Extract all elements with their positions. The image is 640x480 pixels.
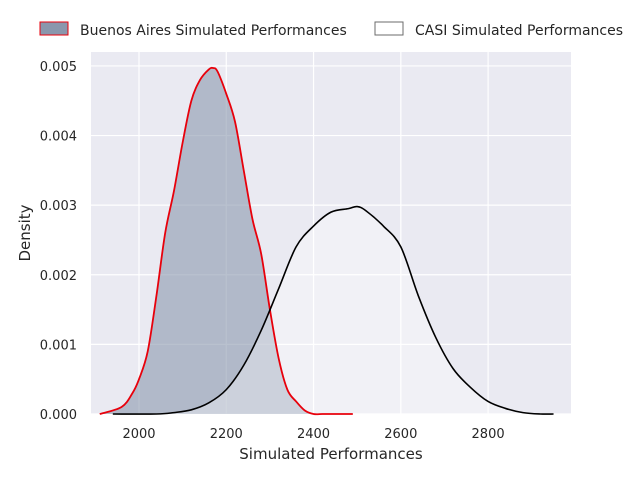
y-tick-label: 0.001: [40, 338, 77, 353]
x-tick-label: 2000: [122, 427, 155, 442]
y-tick-label: 0.000: [40, 408, 77, 423]
y-axis-title: Density: [16, 204, 34, 261]
y-tick-label: 0.005: [40, 60, 77, 75]
legend: Buenos Aires Simulated Performances CASI…: [39, 21, 623, 39]
tick-labels: 2000 2200 2400 2600 2800 0.000 0.001 0.002 0.003…: [40, 60, 505, 442]
series-layer: [99, 66, 554, 416]
y-tick-label: 0.004: [40, 130, 77, 145]
x-tick-label: 2400: [297, 427, 330, 442]
x-tick-label: 2200: [210, 427, 243, 442]
series-fill-buenos-aires: [99, 67, 353, 415]
legend-swatch-casi: [374, 21, 404, 36]
x-tick-label: 2600: [384, 427, 417, 442]
legend-label-buenos-aires: Buenos Aires Simulated Performances: [80, 23, 347, 39]
series-fill-casi: [112, 206, 554, 415]
legend-swatch-buenos-aires: [39, 21, 69, 36]
series-line-casi: [112, 205, 554, 415]
series-line-buenos-aires: [99, 66, 353, 416]
x-tick-label: 2800: [472, 427, 505, 442]
legend-label-casi: CASI Simulated Performances: [415, 23, 623, 39]
x-axis-title: Simulated Performances: [239, 445, 423, 463]
y-tick-label: 0.002: [40, 269, 77, 284]
y-tick-label: 0.003: [40, 199, 77, 214]
